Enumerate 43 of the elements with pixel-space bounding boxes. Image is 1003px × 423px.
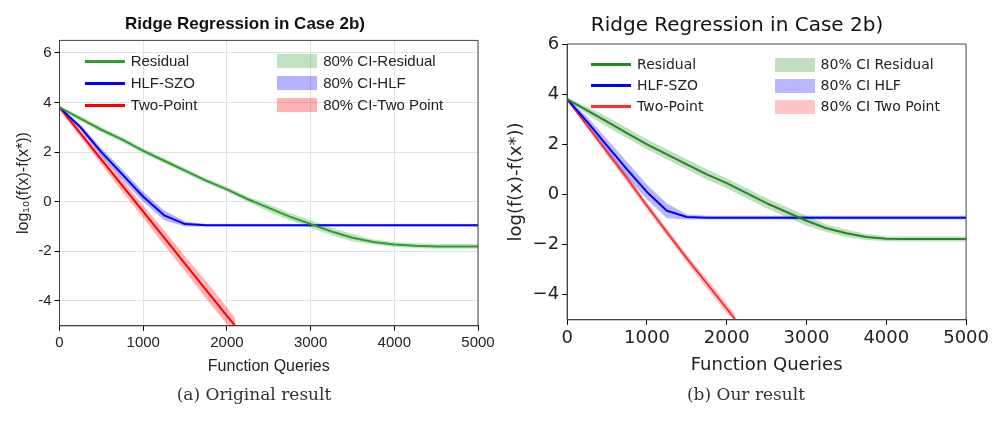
annotation: 80% CI-Residual [323,51,436,72]
x-tick-label: 1000 [126,332,160,350]
text: (b) Our result [685,384,807,404]
x-tick-label: 0 [55,332,64,350]
x-tick-label: 4000 [863,326,910,348]
y-tick-label: 0 [547,182,560,204]
legend-label: Residual [130,51,190,72]
x-axis-title: Function Queries [207,356,330,374]
y-tick-label: 4 [547,81,560,103]
y-axis-title: log(f(x)-f(x*)) [504,122,526,242]
x-tick-label: 5000 [461,332,495,350]
x-axis-title: Function Queries [690,352,843,374]
y-tick-label: −4 [532,282,560,304]
annotation: 80% CI-HLF [323,73,406,94]
annotation: 80% CI HLF [820,76,901,95]
legend-label: HLF-SZO [130,73,195,94]
y-tick-label: 6 [547,31,560,53]
x-tick-label: 2000 [703,326,750,348]
annotation: 80% CI-Two Point [323,95,444,116]
legend-label: HLF-SZO [637,76,698,95]
x-tick-label: 3000 [783,326,830,348]
x-tick-label: 3000 [293,332,328,350]
x-tick-label: 4000 [377,332,411,350]
legend-label: Two-Point [637,97,704,116]
x-tick-label: 5000 [943,326,989,348]
y-tick-label: -2 [38,241,52,259]
y-tick-label: -4 [38,291,52,309]
chart-title: Ridge Regression in Case 2b) [125,13,365,33]
y-tick-label: 0 [43,191,52,209]
y-axis-title: log₁₀(f(x)-f(x*)) [14,132,32,235]
y-tick-label: 2 [43,142,52,160]
x-tick-label: 1000 [624,326,670,348]
text: (a) Original result [175,384,333,404]
y-tick-label: 4 [43,92,52,110]
annotation: 80% CI Residual [820,55,934,74]
legend-label: Two-Point [130,95,198,116]
annotation: 80% CI Two Point [820,97,940,116]
legend-label: Residual [637,55,697,74]
chart-title: Ridge Regression in Case 2b) [590,12,884,37]
y-tick-label: 6 [43,42,52,60]
y-tick-label: 2 [547,131,560,153]
y-tick-label: −2 [532,232,560,254]
x-tick-label: 2000 [210,332,244,350]
